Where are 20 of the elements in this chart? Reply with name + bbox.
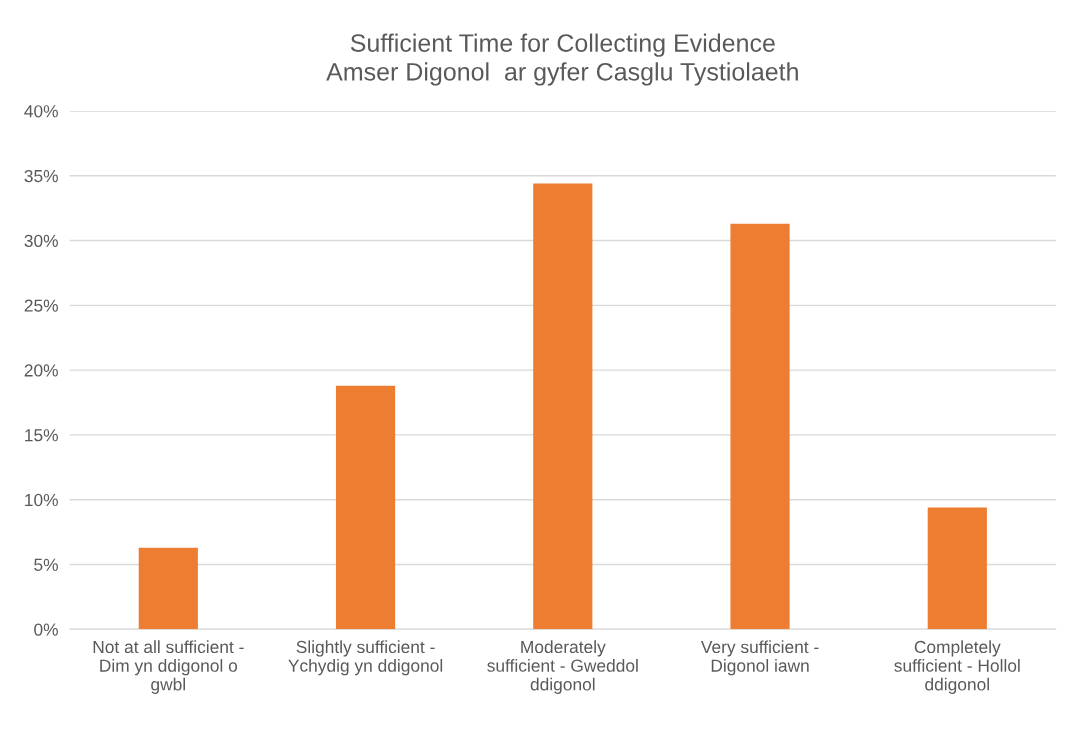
y-tick-label: 30%	[24, 234, 58, 247]
x-tick-label: Moderately sufficient - Gweddol ddigonol	[487, 640, 638, 694]
y-tick-label: 40%	[24, 105, 58, 118]
y-tick-label: 15%	[25, 429, 58, 442]
bar	[730, 223, 790, 630]
y-tick-label: 0%	[34, 623, 58, 636]
y-tick-label: 10%	[25, 493, 58, 507]
x-tick-label: Not at all sufficient - Dim yn ddigonol o gwbl	[93, 640, 244, 694]
bar	[927, 507, 987, 630]
bar	[138, 547, 198, 630]
x-tick-label: Completely sufficient - Hollol ddigonol	[894, 640, 1020, 694]
bar	[533, 183, 593, 630]
y-tick-label: 5%	[34, 558, 58, 571]
chart-title: Sufficient Time for Collecting Evidence Amser Digonol ar gyfer Casglu Tystiolaeth	[326, 33, 798, 86]
y-tick-label: 20%	[24, 364, 58, 377]
y-tick-label: 35%	[24, 169, 58, 183]
bar	[335, 385, 396, 630]
x-tick-label: Very sufficient - Digonol iawn	[700, 640, 819, 676]
y-tick-label: 25%	[24, 299, 58, 312]
x-tick-label: Slightly sufficient - Ychydig yn ddigonol	[288, 640, 443, 676]
